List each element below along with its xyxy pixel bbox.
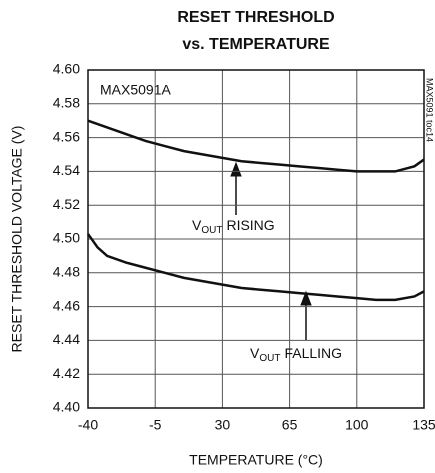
chart-title: vs. TEMPERATURE bbox=[182, 36, 330, 53]
x-tick-label: 135 bbox=[412, 417, 435, 433]
y-tick-label: 4.40 bbox=[53, 399, 80, 415]
y-tick-label: 4.60 bbox=[53, 61, 80, 77]
series-label-part: RISING bbox=[226, 217, 274, 233]
y-tick-label: 4.42 bbox=[53, 365, 80, 381]
y-tick-label: 4.58 bbox=[53, 95, 80, 111]
y-axis-label: RESET THRESHOLD VOLTAGE (V) bbox=[9, 126, 25, 353]
x-tick-label: 65 bbox=[282, 417, 298, 433]
series-label: VOUT FALLING bbox=[250, 345, 342, 364]
y-tick-label: 4.46 bbox=[53, 297, 80, 313]
y-tick-label: 4.48 bbox=[53, 264, 80, 280]
data-line bbox=[87, 119, 425, 173]
x-axis-label: TEMPERATURE (°C) bbox=[189, 452, 323, 468]
y-tick-label: 4.52 bbox=[53, 196, 80, 212]
x-tick-label: -5 bbox=[149, 417, 162, 433]
y-tick-label: 4.56 bbox=[53, 128, 80, 144]
y-tick-label: 4.50 bbox=[53, 230, 80, 246]
data-line bbox=[86, 233, 425, 302]
y-tick-label: 4.54 bbox=[53, 162, 80, 178]
series-label-part: FALLING bbox=[284, 345, 342, 361]
series-label-subscript: OUT bbox=[259, 353, 280, 364]
series-label: VOUT RISING bbox=[192, 217, 275, 236]
arrow bbox=[230, 161, 312, 340]
series-label-part: V bbox=[250, 345, 260, 361]
x-tick-label: -40 bbox=[78, 417, 98, 433]
series-label-subscript: OUT bbox=[201, 225, 222, 236]
figure-id: MAX5091 toc14 bbox=[425, 78, 435, 142]
x-tick-label: 100 bbox=[345, 417, 369, 433]
series-label-part: V bbox=[192, 217, 202, 233]
plot-frame bbox=[87, 69, 425, 409]
y-tick-label: 4.44 bbox=[53, 331, 80, 347]
annotation: MAX5091A bbox=[100, 82, 171, 98]
x-tick-label: 30 bbox=[215, 417, 231, 433]
chart-title: RESET THRESHOLD bbox=[177, 9, 334, 26]
